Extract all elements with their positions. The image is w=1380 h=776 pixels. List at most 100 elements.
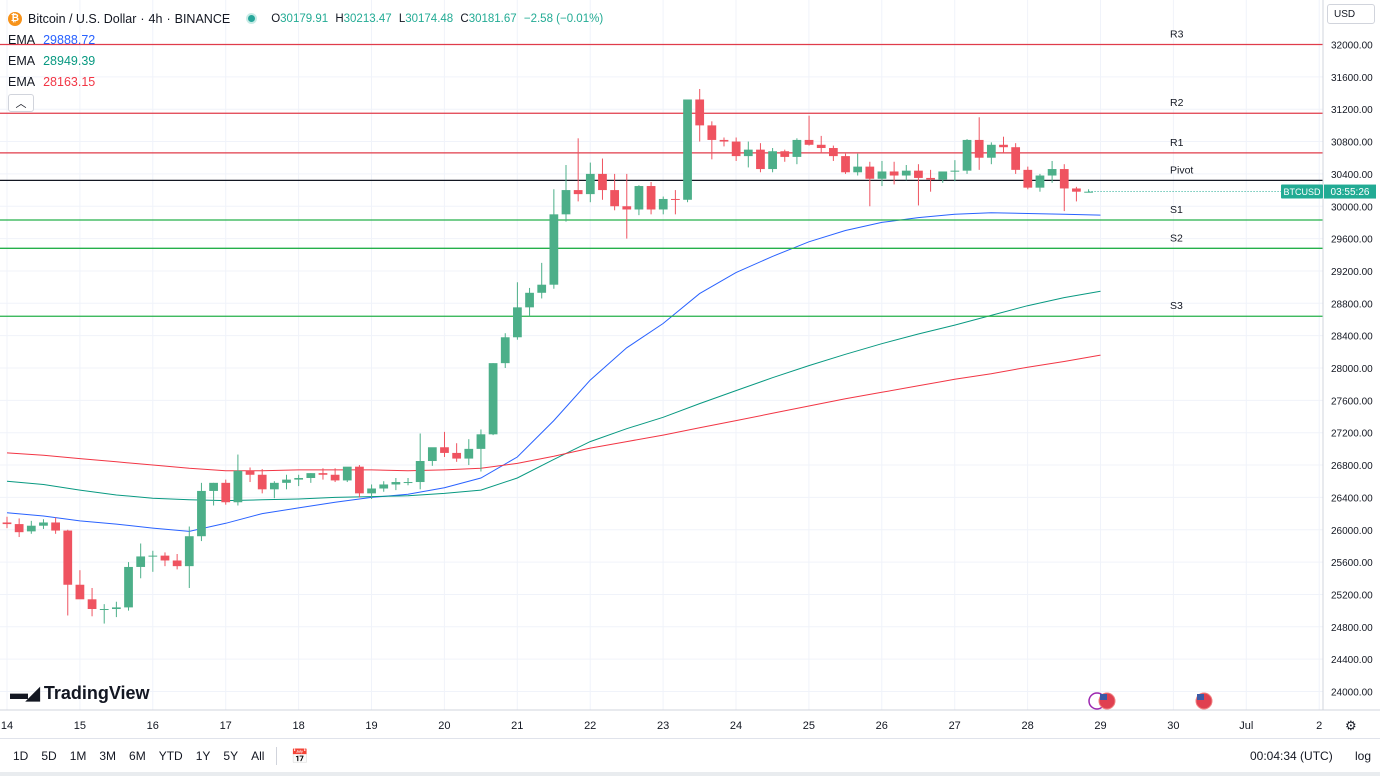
candle-body[interactable]: [209, 482, 218, 491]
candle-body[interactable]: [403, 482, 413, 484]
candle[interactable]: [768, 148, 777, 173]
candle-body[interactable]: [440, 447, 449, 453]
candle-body[interactable]: [136, 556, 146, 567]
candle[interactable]: [1023, 166, 1033, 190]
candle[interactable]: [136, 543, 146, 579]
candle-body[interactable]: [707, 125, 717, 140]
candle-body[interactable]: [841, 156, 850, 173]
candle[interactable]: [26, 520, 36, 534]
candle-body[interactable]: [1047, 169, 1057, 176]
candle-body[interactable]: [111, 607, 121, 610]
candle[interactable]: [804, 115, 814, 146]
timeframe-6m[interactable]: 6M: [129, 749, 146, 763]
candle-body[interactable]: [39, 522, 48, 526]
candle-body[interactable]: [355, 466, 364, 494]
candle[interactable]: [172, 554, 182, 570]
candle[interactable]: [598, 158, 607, 200]
candle[interactable]: [342, 466, 352, 483]
candle[interactable]: [573, 138, 583, 202]
candle-body[interactable]: [585, 173, 595, 195]
log-scale-toggle[interactable]: log: [1355, 749, 1372, 763]
candle-body[interactable]: [75, 584, 85, 600]
candle[interactable]: [63, 529, 73, 616]
candle-body[interactable]: [695, 99, 705, 126]
timeframe-1m[interactable]: 1M: [69, 749, 87, 763]
candle[interactable]: [634, 185, 644, 216]
candle-body[interactable]: [221, 482, 231, 503]
exchange-label[interactable]: BINANCE: [174, 11, 231, 26]
event-markers[interactable]: [1088, 692, 1213, 710]
candle[interactable]: [1059, 164, 1069, 212]
candle[interactable]: [282, 474, 291, 490]
candle[interactable]: [367, 484, 376, 500]
candle[interactable]: [306, 473, 316, 483]
candle-body[interactable]: [233, 470, 243, 503]
candle-body[interactable]: [513, 307, 522, 338]
candle-body[interactable]: [330, 474, 340, 481]
candle-body[interactable]: [269, 482, 279, 490]
candle-body[interactable]: [306, 473, 316, 478]
candle[interactable]: [476, 429, 486, 472]
timeframe-3m[interactable]: 3M: [99, 749, 117, 763]
timeframe-1d[interactable]: 1D: [13, 749, 29, 763]
utc-clock[interactable]: 00:04:34 (UTC): [1250, 749, 1333, 763]
candle-body[interactable]: [743, 149, 753, 157]
timeframe-5d[interactable]: 5D: [41, 749, 57, 763]
candle[interactable]: [87, 587, 97, 617]
candle-body[interactable]: [537, 284, 547, 293]
ema-legend-2[interactable]: EMA 28949.39: [8, 50, 607, 71]
candle[interactable]: [816, 135, 826, 153]
candle[interactable]: [233, 454, 243, 506]
candle-body[interactable]: [756, 149, 765, 170]
candle-body[interactable]: [245, 470, 255, 475]
candle[interactable]: [209, 482, 218, 506]
candle[interactable]: [488, 363, 498, 436]
candle-body[interactable]: [731, 141, 741, 157]
candle-body[interactable]: [172, 560, 182, 567]
candle-body[interactable]: [87, 599, 97, 610]
ema-legend-3[interactable]: EMA 28163.15: [8, 71, 607, 92]
candle-body[interactable]: [671, 198, 680, 200]
candle[interactable]: [743, 141, 753, 168]
collapse-legend-button[interactable]: ︿: [8, 94, 34, 112]
candle[interactable]: [452, 443, 462, 462]
candle[interactable]: [610, 173, 619, 211]
candle-body[interactable]: [561, 190, 571, 215]
candle-body[interactable]: [476, 434, 486, 449]
candle[interactable]: [889, 161, 899, 185]
candle-body[interactable]: [160, 555, 170, 561]
candle[interactable]: [537, 262, 547, 299]
candle-body[interactable]: [500, 337, 510, 364]
candle[interactable]: [75, 570, 85, 600]
candle[interactable]: [330, 468, 340, 483]
candle-body[interactable]: [1011, 147, 1021, 170]
candle[interactable]: [1035, 173, 1045, 192]
candle-body[interactable]: [780, 151, 790, 157]
candle-body[interactable]: [99, 609, 109, 611]
candle-body[interactable]: [889, 171, 899, 176]
candle-body[interactable]: [525, 292, 534, 308]
candle[interactable]: [427, 447, 437, 466]
candle[interactable]: [1011, 143, 1021, 174]
candle[interactable]: [792, 138, 802, 165]
candle[interactable]: [901, 165, 911, 181]
candle[interactable]: [671, 190, 680, 215]
candle[interactable]: [950, 160, 960, 182]
candle[interactable]: [269, 481, 279, 499]
candle[interactable]: [124, 562, 133, 611]
candle[interactable]: [355, 465, 364, 498]
interval-label[interactable]: 4h: [148, 11, 163, 26]
candle-body[interactable]: [1084, 191, 1093, 193]
candle-body[interactable]: [51, 522, 60, 531]
candle-body[interactable]: [622, 206, 632, 210]
candle-body[interactable]: [634, 186, 644, 210]
candle-body[interactable]: [999, 144, 1008, 148]
candle-body[interactable]: [938, 171, 948, 180]
candle-body[interactable]: [124, 566, 133, 608]
candle[interactable]: [841, 153, 850, 174]
candle[interactable]: [828, 145, 838, 161]
candle[interactable]: [403, 477, 413, 486]
candle-body[interactable]: [63, 530, 73, 585]
candle-body[interactable]: [853, 166, 863, 173]
candle-body[interactable]: [573, 190, 583, 195]
